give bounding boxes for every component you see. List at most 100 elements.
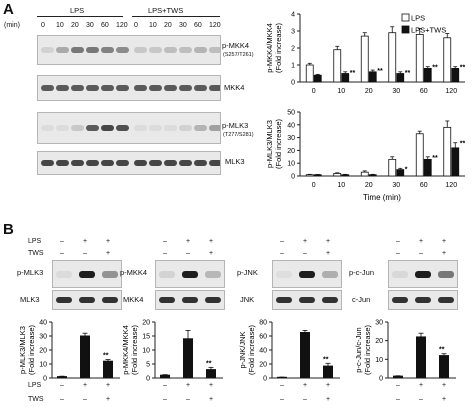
x-tick-label: 20 bbox=[365, 88, 373, 95]
band bbox=[205, 297, 221, 303]
significance-label: ** bbox=[377, 68, 383, 75]
x-tick-label: 0 bbox=[312, 182, 316, 189]
lps-sign: – bbox=[163, 238, 167, 245]
y-axis-label-p-mkk4-line: p-MKK4/MKK4 bbox=[121, 325, 130, 375]
significance-label: ** bbox=[432, 155, 438, 162]
lps-sign-bottom: + bbox=[419, 382, 424, 389]
panel-a-letter: A bbox=[3, 1, 14, 18]
blot-mlk3 bbox=[52, 290, 122, 310]
lps-sign-bottom: + bbox=[326, 382, 331, 389]
tws-sign-bottom: – bbox=[60, 396, 64, 403]
band bbox=[86, 85, 99, 91]
bar-lps bbox=[415, 133, 424, 177]
band bbox=[209, 125, 220, 131]
bar bbox=[416, 336, 426, 379]
bar-lps-tws bbox=[313, 174, 322, 177]
tws-sign: + bbox=[209, 250, 214, 257]
row-tws-bottom: TWS bbox=[28, 396, 44, 403]
row-lps-top: LPS bbox=[28, 238, 42, 245]
tws-sign: + bbox=[326, 250, 331, 257]
bar-lps-tws bbox=[423, 68, 432, 83]
x-tick-label: 0 bbox=[312, 88, 316, 95]
y-axis-label-p-jnk: p-JNK/JNK(Fold increase) bbox=[238, 324, 256, 375]
bar-lps-tws bbox=[451, 68, 460, 83]
bar bbox=[160, 374, 170, 379]
band bbox=[194, 85, 207, 91]
band bbox=[86, 125, 99, 131]
lps-sign-bottom: + bbox=[186, 382, 191, 389]
y-tick-label: 0 bbox=[291, 174, 295, 181]
band bbox=[86, 47, 99, 53]
blot-label-p-mkk4: p-MKK4 bbox=[120, 268, 148, 277]
lps-sign: + bbox=[419, 238, 424, 245]
tws-sign-bottom: + bbox=[106, 396, 111, 403]
blot-label-p-mlk3: p-MLK3 bbox=[17, 268, 44, 277]
tws-sign-bottom: – bbox=[83, 396, 87, 403]
time-header-120: 120 bbox=[209, 22, 221, 29]
x-axis-label: Time (min) bbox=[363, 193, 401, 202]
y-tick-label: 20 bbox=[259, 362, 267, 369]
significance-label: ** bbox=[206, 360, 212, 367]
significance-label: ** bbox=[323, 356, 329, 363]
y-tick-label: 15 bbox=[142, 334, 150, 341]
y-tick-label: 3 bbox=[291, 29, 295, 36]
lps-sign-bottom: + bbox=[209, 382, 214, 389]
blot-label-p-c-jun: p-c-Jun bbox=[349, 268, 375, 277]
blot-mkk4 bbox=[37, 75, 221, 101]
tws-sign-bottom: – bbox=[303, 396, 307, 403]
band bbox=[116, 125, 129, 131]
lps-sign: – bbox=[396, 238, 400, 245]
significance-label: ** bbox=[350, 70, 356, 77]
tws-sign-bottom: + bbox=[326, 396, 331, 403]
band bbox=[182, 297, 198, 303]
tws-sign: – bbox=[419, 250, 423, 257]
band bbox=[209, 47, 220, 53]
bar bbox=[80, 335, 90, 379]
band bbox=[102, 297, 118, 303]
band bbox=[179, 125, 192, 131]
blot-label-c-jun: c-Jun bbox=[352, 295, 371, 304]
band bbox=[56, 271, 72, 278]
band bbox=[299, 297, 315, 303]
bar-lps-tws bbox=[451, 147, 460, 177]
lps-sign-bottom: – bbox=[163, 382, 167, 389]
band bbox=[134, 125, 147, 131]
band bbox=[205, 271, 221, 278]
y-tick-label: 0 bbox=[43, 376, 47, 383]
band bbox=[149, 47, 162, 53]
tws-sign: – bbox=[396, 250, 400, 257]
band bbox=[116, 85, 129, 91]
band bbox=[164, 125, 177, 131]
lps-sign-bottom: – bbox=[60, 382, 64, 389]
band bbox=[159, 297, 175, 303]
y-axis-label-p-mkk4-line: p-MKK4/MKK4 bbox=[265, 23, 274, 73]
blot-mlk3 bbox=[37, 151, 221, 175]
x-tick-label: 30 bbox=[392, 88, 400, 95]
lps-sign-bottom: + bbox=[442, 382, 447, 389]
tws-sign-bottom: – bbox=[163, 396, 167, 403]
lps-sign-bottom: – bbox=[396, 382, 400, 389]
legend-swatch-lps bbox=[401, 13, 410, 22]
time-header-10: 10 bbox=[56, 22, 64, 29]
time-header-10: 10 bbox=[149, 22, 157, 29]
y-tick-label: 0 bbox=[263, 376, 267, 383]
tws-sign: – bbox=[280, 250, 284, 257]
band bbox=[322, 297, 338, 303]
y-axis-label-p-c-jun-line: (Fold increase) bbox=[363, 324, 372, 375]
y-axis-label-p-mlk3-line: p-MLK3/MLK3 bbox=[18, 326, 27, 374]
bar-lps-tws bbox=[423, 158, 432, 177]
bar-lps-tws bbox=[341, 73, 350, 83]
significance-label: * bbox=[405, 166, 408, 173]
lps-sign: – bbox=[60, 238, 64, 245]
band bbox=[415, 271, 431, 278]
band bbox=[159, 271, 175, 278]
lps-sign: + bbox=[106, 238, 111, 245]
tws-sign: – bbox=[83, 250, 87, 257]
blot-label-mlk3: MLK3 bbox=[20, 295, 40, 304]
y-tick-label: 60 bbox=[259, 334, 267, 341]
x-tick-label: 60 bbox=[420, 88, 428, 95]
bar-lps-tws bbox=[396, 169, 405, 177]
bar-lps bbox=[360, 171, 369, 177]
y-axis-label-p-mlk3-line: (Fold increase) bbox=[274, 118, 283, 169]
y-axis-label-p-mkk4-line: (Fold increase) bbox=[274, 22, 283, 73]
